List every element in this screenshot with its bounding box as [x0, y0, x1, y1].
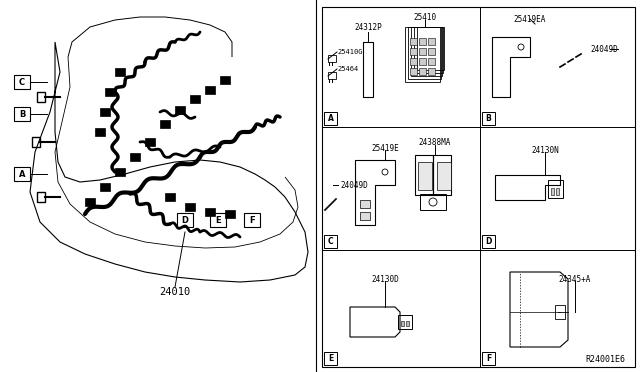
Bar — [415, 155, 433, 195]
Bar — [408, 27, 441, 79]
Bar — [37, 92, 45, 102]
Bar — [185, 203, 195, 211]
Bar — [482, 112, 495, 125]
Bar — [328, 55, 336, 62]
Bar — [210, 213, 226, 227]
Bar — [428, 38, 435, 45]
Text: A: A — [328, 114, 333, 123]
Bar — [145, 138, 155, 146]
Bar — [360, 200, 370, 208]
Bar — [419, 48, 426, 55]
Bar — [410, 68, 417, 75]
Text: D: D — [182, 215, 189, 224]
Bar — [205, 208, 215, 216]
Text: B: B — [486, 114, 492, 123]
Bar — [551, 188, 554, 195]
Text: 24130N: 24130N — [531, 145, 559, 154]
Bar — [175, 106, 185, 114]
Bar — [244, 213, 260, 227]
Bar — [428, 68, 435, 75]
Bar — [115, 68, 125, 76]
Bar — [220, 76, 230, 84]
Bar — [482, 235, 495, 248]
Bar — [190, 95, 200, 103]
Text: 25464: 25464 — [337, 66, 358, 72]
Text: 24049D: 24049D — [590, 45, 618, 54]
Bar — [420, 194, 446, 210]
Text: A: A — [19, 170, 25, 179]
Text: C: C — [328, 237, 333, 246]
Bar — [105, 88, 115, 96]
Bar — [419, 58, 426, 65]
Bar — [418, 162, 432, 190]
Text: E: E — [215, 215, 221, 224]
Text: 24388MA: 24388MA — [419, 138, 451, 147]
Text: 24312P: 24312P — [354, 22, 382, 32]
Bar — [428, 48, 435, 55]
Bar — [95, 128, 105, 136]
Bar — [482, 352, 495, 365]
Text: 25410: 25410 — [413, 13, 436, 22]
Text: 24345+A: 24345+A — [559, 275, 591, 283]
Bar — [405, 27, 440, 82]
Bar — [130, 153, 140, 161]
Bar — [324, 352, 337, 365]
Bar — [100, 108, 110, 116]
Text: 25419EA: 25419EA — [514, 15, 546, 23]
Bar — [160, 120, 170, 128]
Bar — [322, 7, 635, 367]
Bar — [165, 193, 175, 201]
Bar — [401, 321, 404, 326]
Bar — [177, 213, 193, 227]
Bar — [100, 183, 110, 191]
Bar — [360, 212, 370, 220]
Bar — [14, 75, 30, 89]
Text: F: F — [249, 215, 255, 224]
Text: B: B — [19, 109, 25, 119]
Bar — [225, 210, 235, 218]
Bar — [417, 27, 444, 70]
Bar — [324, 112, 337, 125]
Bar — [37, 192, 45, 202]
Bar — [555, 305, 565, 319]
Bar — [410, 38, 417, 45]
Bar — [410, 48, 417, 55]
Text: 24130D: 24130D — [371, 275, 399, 283]
Bar — [205, 86, 215, 94]
Text: C: C — [19, 77, 25, 87]
Bar — [14, 167, 30, 181]
Bar — [363, 42, 373, 97]
Bar — [85, 198, 95, 206]
Text: 25419E: 25419E — [371, 144, 399, 153]
Text: R24001E6: R24001E6 — [585, 356, 625, 365]
Bar — [433, 155, 451, 195]
Bar — [414, 27, 443, 73]
Text: F: F — [486, 354, 491, 363]
Bar — [548, 180, 563, 198]
Bar — [324, 235, 337, 248]
Bar — [419, 38, 426, 45]
Bar — [406, 321, 409, 326]
Text: D: D — [485, 237, 492, 246]
Bar — [14, 107, 30, 121]
Bar — [328, 72, 336, 79]
Bar — [556, 188, 559, 195]
Bar — [398, 315, 412, 329]
Bar — [419, 68, 426, 75]
Bar — [428, 58, 435, 65]
Bar — [437, 162, 451, 190]
Text: E: E — [328, 354, 333, 363]
Text: 24010: 24010 — [159, 287, 191, 297]
Text: 25410G: 25410G — [337, 49, 362, 55]
Bar — [32, 137, 40, 147]
Bar — [410, 58, 417, 65]
Bar — [115, 168, 125, 176]
Bar — [411, 27, 442, 76]
Text: 24049D: 24049D — [340, 180, 368, 189]
